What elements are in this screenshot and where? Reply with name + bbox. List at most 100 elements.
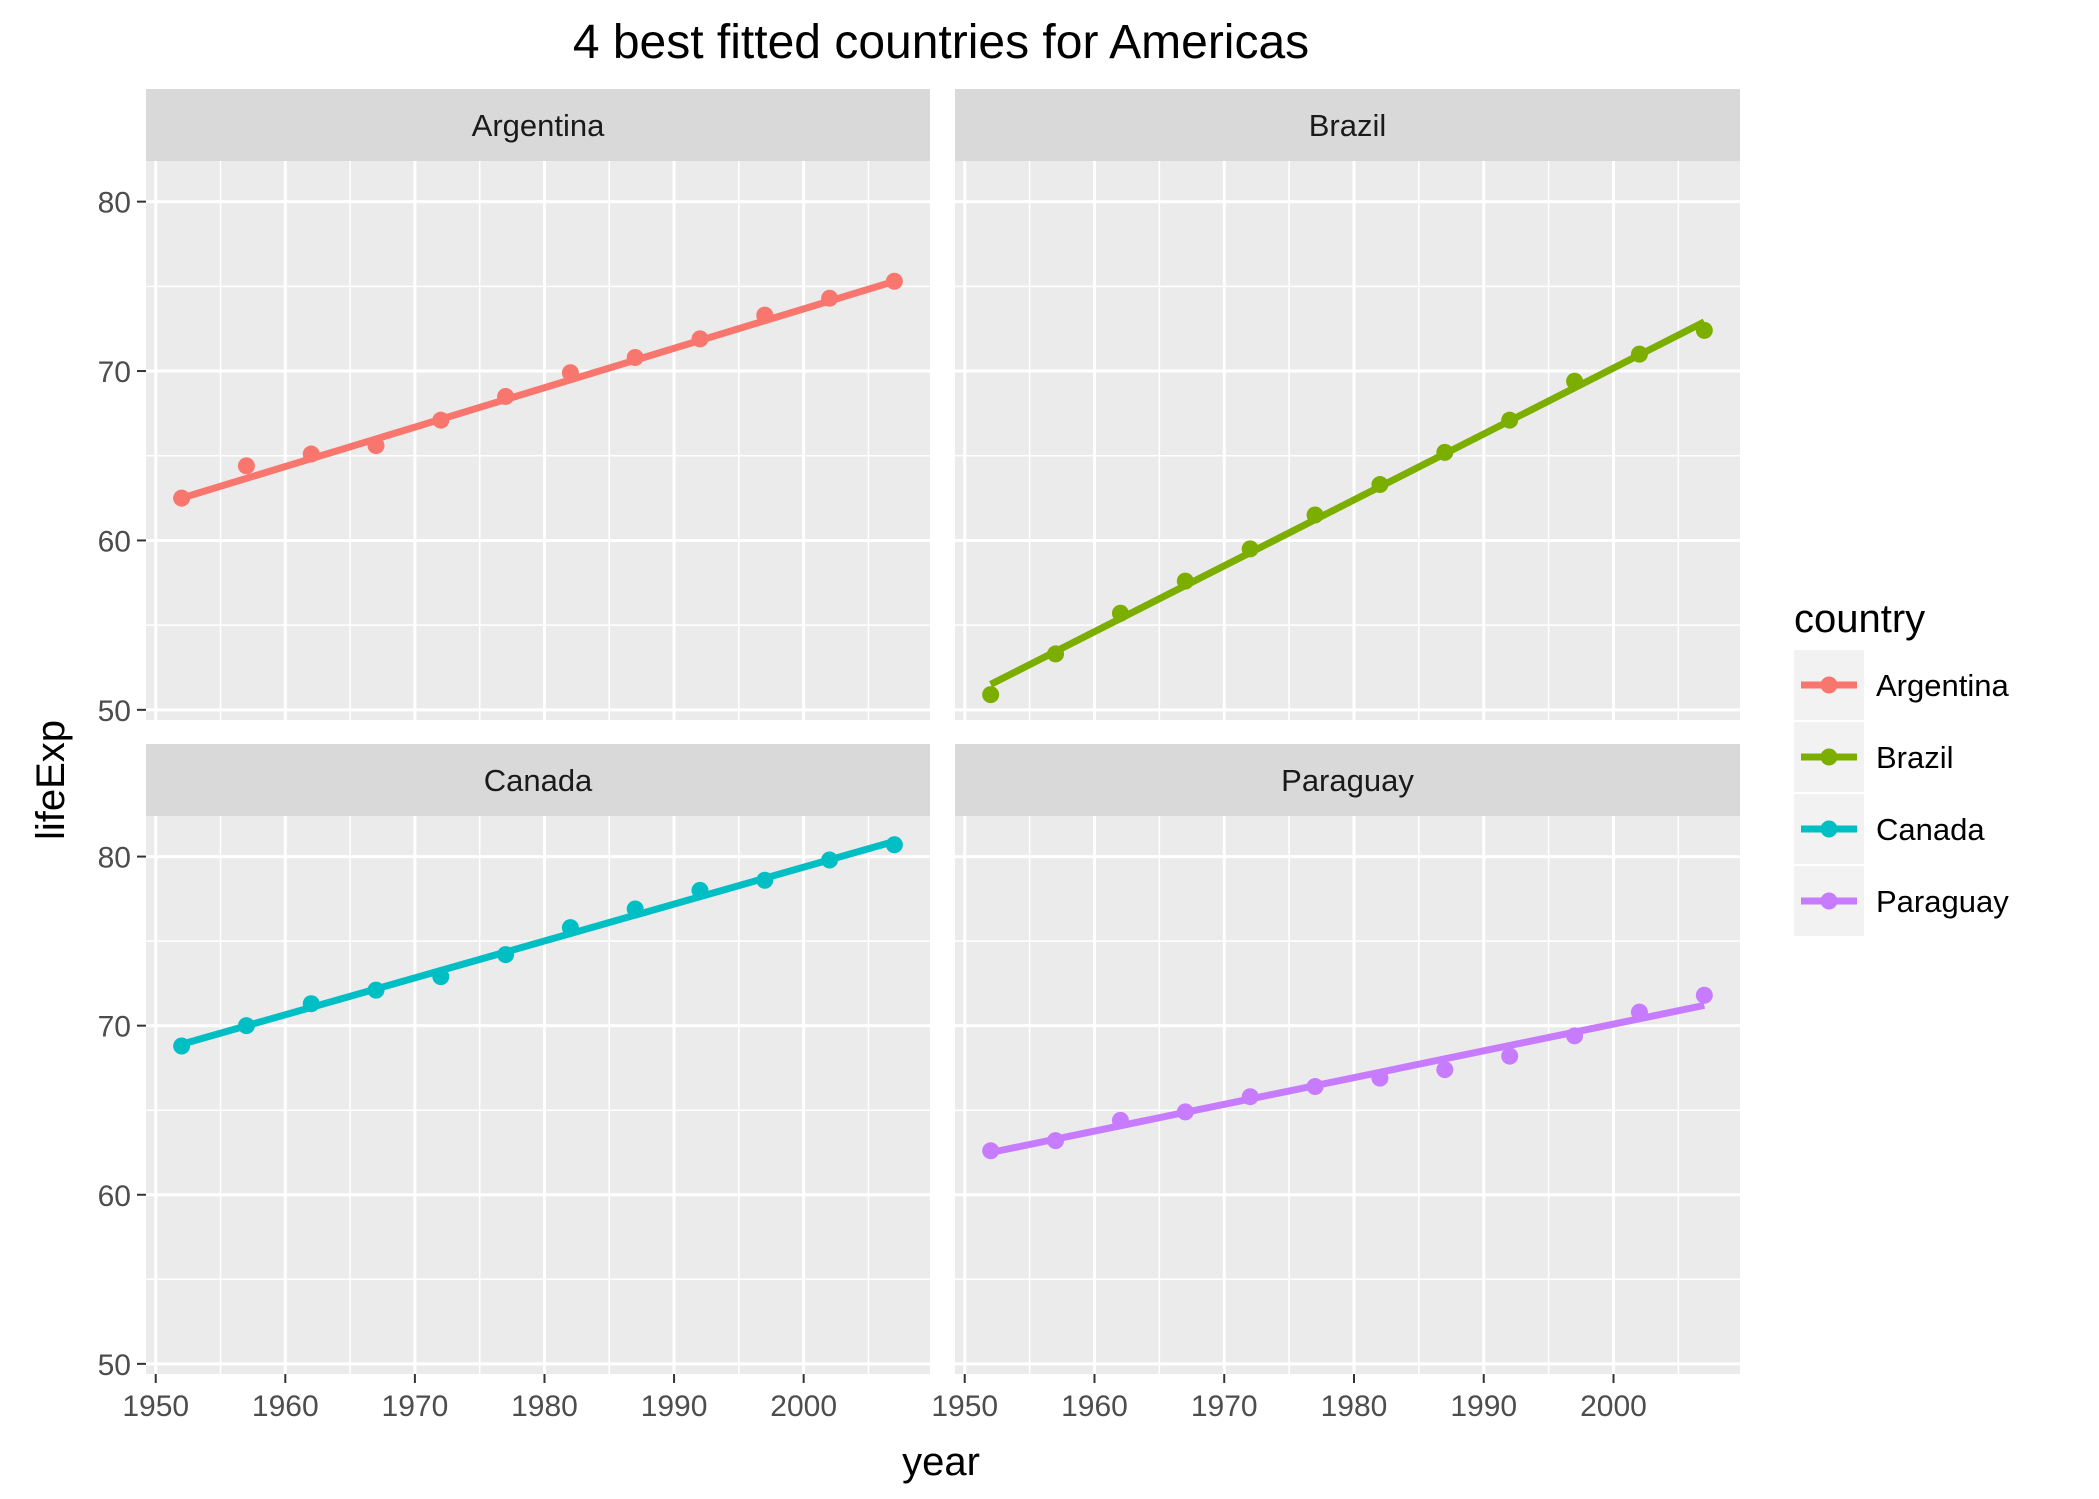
y-tick-label: 70: [98, 1011, 131, 1044]
data-point-paraguay: [1630, 1003, 1648, 1021]
legend-key-point: [1820, 676, 1838, 694]
data-point-canada: [885, 836, 903, 854]
data-point-canada: [173, 1037, 191, 1055]
data-point-argentina: [432, 411, 450, 429]
data-point-argentina: [821, 289, 839, 307]
data-point-canada: [432, 968, 450, 986]
data-point-brazil: [1695, 321, 1713, 339]
legend: country Argentina Brazil Canada Paraguay: [1794, 597, 2009, 936]
data-point-canada: [756, 871, 774, 889]
data-point-argentina: [626, 348, 644, 366]
y-axis-title: lifeExp: [29, 720, 73, 840]
data-point-brazil: [1176, 572, 1194, 590]
data-point-argentina: [497, 387, 515, 405]
data-point-brazil: [1111, 604, 1129, 622]
data-point-argentina: [561, 364, 579, 382]
data-point-brazil: [1501, 411, 1519, 429]
chart-title: 4 best fitted countries for Americas: [573, 16, 1309, 69]
fit-line-paraguay: [989, 1001, 1706, 1156]
legend-label-paraguay: Paraguay: [1876, 884, 2009, 919]
y-tick-label: 80: [98, 187, 131, 220]
panel-background: [955, 161, 1740, 720]
data-point-brazil: [1241, 540, 1259, 558]
strip-label-canada: Canada: [484, 763, 593, 798]
legend-key-point: [1820, 820, 1838, 838]
x-tick-label: 2000: [770, 1390, 837, 1423]
data-point-brazil: [1306, 506, 1324, 524]
y-tick-label: 80: [98, 842, 131, 875]
data-point-paraguay: [1047, 1132, 1065, 1150]
y-tick-label: 50: [98, 1349, 131, 1382]
x-tick-label: 2000: [1580, 1390, 1647, 1423]
x-tick-label: 1960: [1061, 1390, 1128, 1423]
x-axis-title: year: [902, 1440, 980, 1484]
x-tick-label: 1970: [382, 1390, 449, 1423]
data-point-argentina: [756, 306, 774, 324]
fit-line-argentina: [180, 277, 896, 502]
data-point-canada: [561, 919, 579, 937]
y-tick-label: 60: [98, 1180, 131, 1213]
x-tick-label: 1950: [122, 1390, 189, 1423]
legend-label-argentina: Argentina: [1876, 668, 2009, 703]
panel-background: [146, 161, 930, 720]
data-point-paraguay: [1306, 1078, 1324, 1096]
legend-title: country: [1794, 597, 1925, 641]
strip-brazil: [955, 89, 1740, 161]
legend-item-brazil: Brazil: [1794, 722, 1954, 792]
data-point-brazil: [1047, 645, 1065, 663]
panel-brazil: Brazil: [955, 89, 1740, 720]
panel-background: [955, 816, 1740, 1374]
data-point-brazil: [982, 686, 1000, 704]
data-point-canada: [691, 881, 709, 899]
strip-argentina: [146, 89, 930, 161]
legend-item-argentina: Argentina: [1794, 650, 2009, 720]
data-point-paraguay: [1566, 1027, 1584, 1045]
fit-line-canada: [180, 837, 896, 1048]
data-point-canada: [237, 1017, 255, 1035]
legend-label-brazil: Brazil: [1876, 740, 1954, 775]
panel-argentina: Argentina 50 60 70 80: [98, 89, 930, 728]
data-point-paraguay: [1695, 986, 1713, 1004]
data-point-brazil: [1436, 443, 1454, 461]
data-point-argentina: [302, 445, 320, 463]
strip-paraguay: [955, 744, 1740, 816]
data-point-argentina: [367, 437, 385, 455]
data-point-argentina: [885, 272, 903, 290]
y-tick-label: 70: [98, 356, 131, 389]
data-point-paraguay: [1111, 1111, 1129, 1129]
x-tick-label: 1990: [1450, 1390, 1517, 1423]
data-point-paraguay: [982, 1142, 1000, 1160]
data-point-canada: [497, 946, 515, 964]
y-tick-label: 60: [98, 525, 131, 558]
strip-label-paraguay: Paraguay: [1281, 763, 1414, 798]
data-point-argentina: [173, 489, 191, 507]
legend-key-point: [1820, 748, 1838, 766]
data-point-paraguay: [1371, 1069, 1389, 1087]
data-point-paraguay: [1241, 1088, 1259, 1106]
data-point-paraguay: [1436, 1061, 1454, 1079]
x-tick-label: 1980: [511, 1390, 578, 1423]
legend-key-point: [1820, 892, 1838, 910]
x-tick-label: 1970: [1191, 1390, 1258, 1423]
data-point-argentina: [691, 330, 709, 348]
x-tick-label: 1960: [252, 1390, 319, 1423]
x-tick-label: 1980: [1321, 1390, 1388, 1423]
strip-label-argentina: Argentina: [472, 108, 605, 143]
panel-canada: Canada 50 60 70 80 1950 1960 1970 1980 1990 2000: [98, 744, 930, 1423]
data-point-argentina: [237, 457, 255, 475]
x-tick-label: 1990: [641, 1390, 708, 1423]
legend-item-paraguay: Paraguay: [1794, 866, 2009, 936]
facet-panels: Argentina 50 60 70 80 Brazil Canada 50 60 70 80 195…: [98, 89, 1740, 1423]
legend-item-canada: Canada: [1794, 794, 1985, 864]
data-point-brazil: [1630, 345, 1648, 363]
data-point-canada: [821, 851, 839, 869]
data-point-brazil: [1566, 372, 1584, 390]
legend-label-canada: Canada: [1876, 812, 1985, 847]
data-point-paraguay: [1176, 1103, 1194, 1121]
y-tick-label: 50: [98, 695, 131, 728]
panel-paraguay: Paraguay 1950 1960 1970 1980 1990 2000: [931, 744, 1740, 1423]
panel-background: [146, 816, 930, 1374]
data-point-canada: [367, 981, 385, 999]
data-point-canada: [626, 900, 644, 918]
